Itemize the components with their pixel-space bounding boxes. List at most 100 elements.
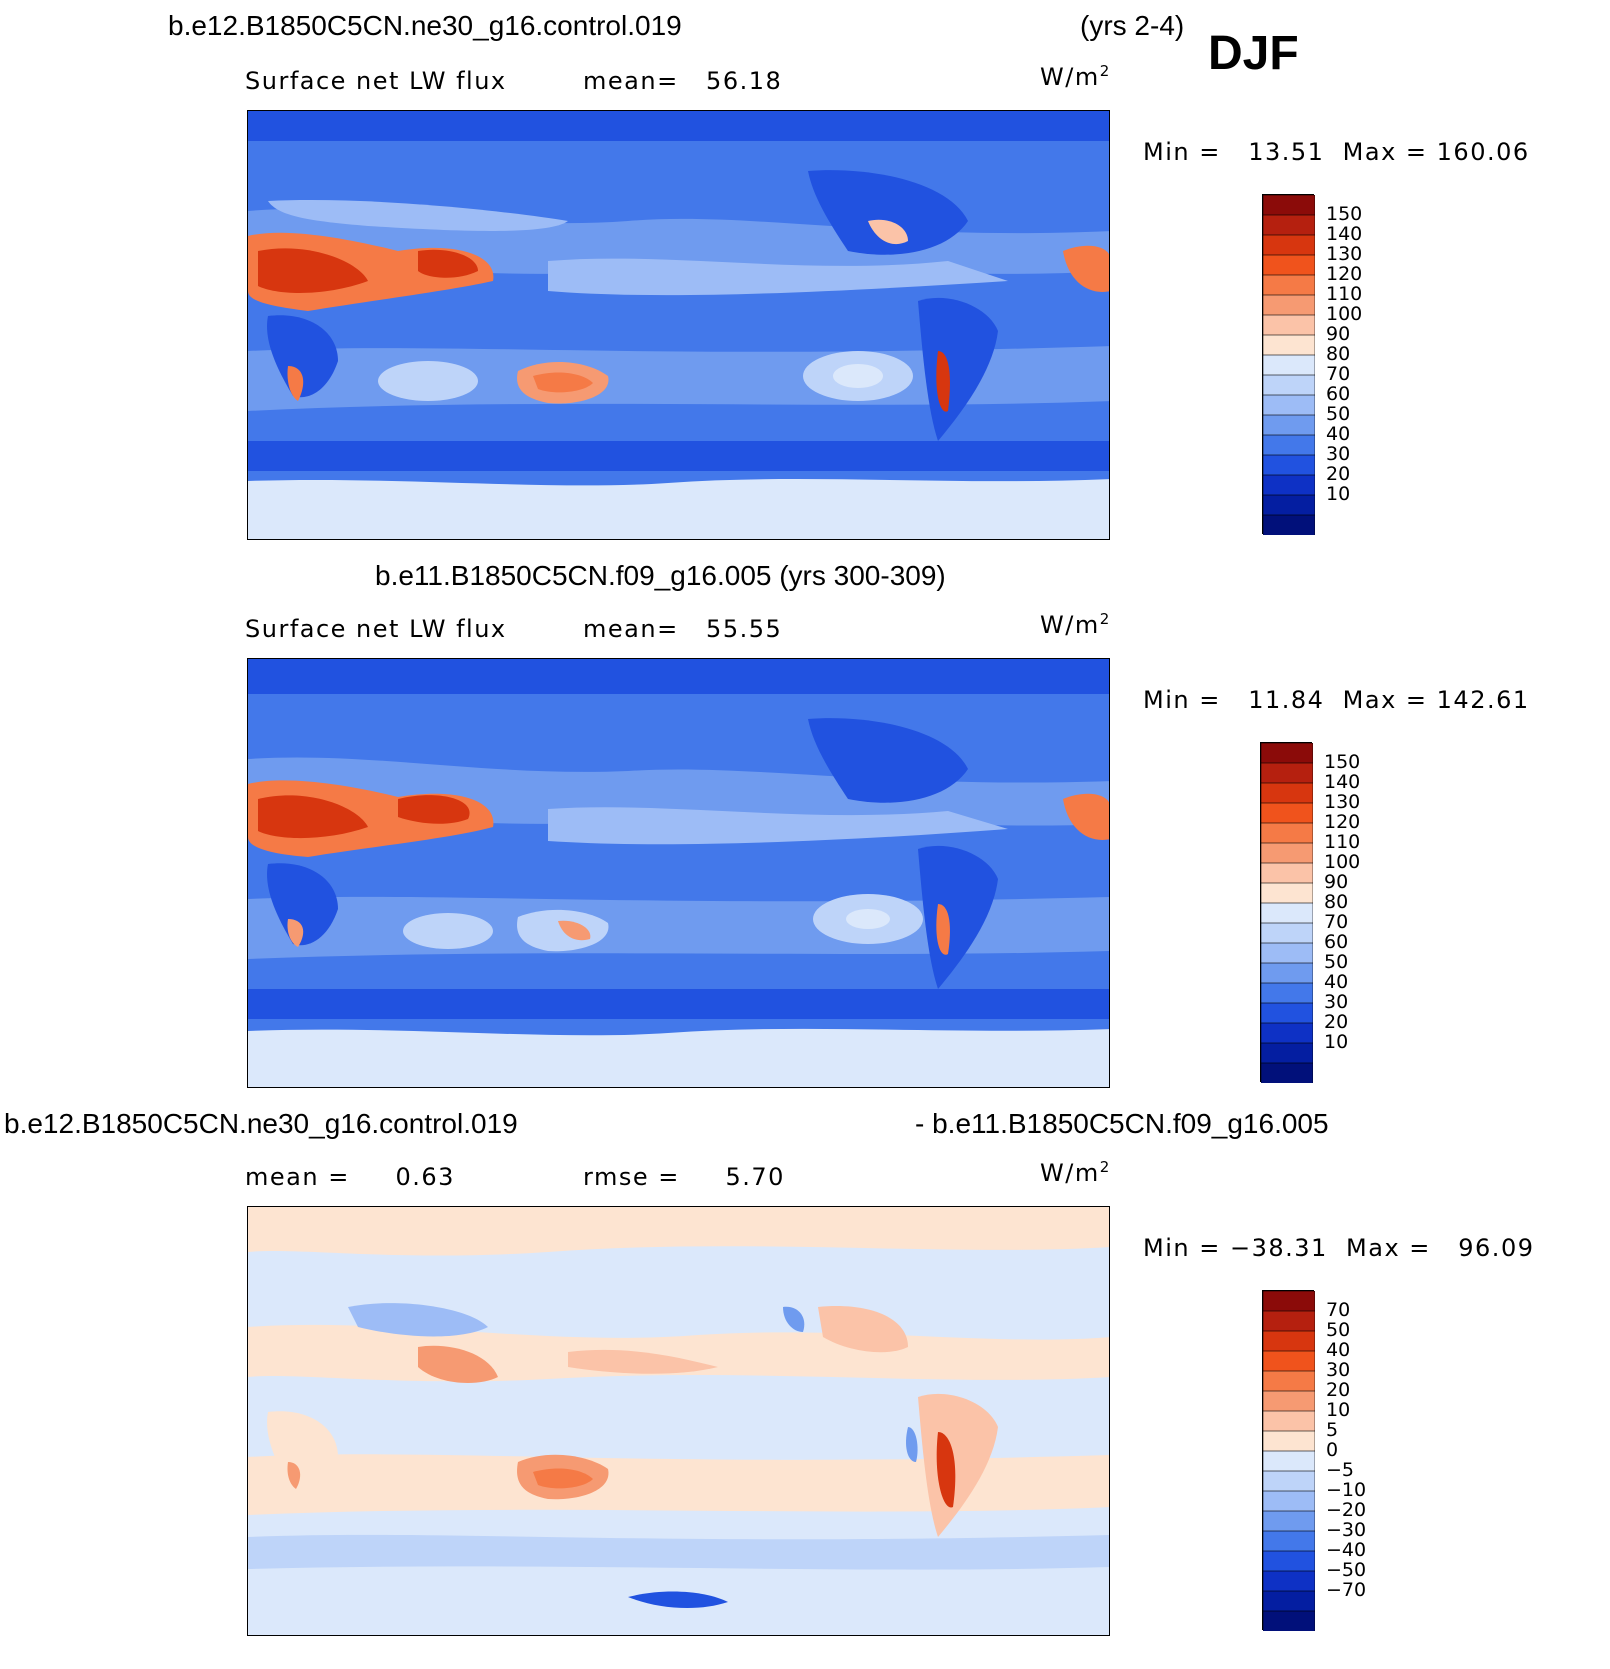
colorbar-tick-label: 120 xyxy=(1324,811,1361,833)
colorbar-swatch xyxy=(1262,274,1316,296)
colorbar-swatch xyxy=(1262,394,1316,416)
colorbar-tick-label: 110 xyxy=(1326,283,1363,305)
bottom-colorbar: 70 50 40 30 20 10 5 0 −5 −10 −20 −30 −40 −50 −70 xyxy=(1262,1290,1366,1632)
colorbar-swatch xyxy=(1260,882,1314,904)
colorbar-swatch xyxy=(1260,782,1314,804)
colorbar-swatch xyxy=(1260,942,1314,964)
top-colorbar: 150 140 130 120 110 100 90 80 70 60 50 40 30 20 10 xyxy=(1262,194,1362,536)
colorbar-swatch xyxy=(1260,1062,1314,1084)
colorbar-tick-label: 150 xyxy=(1324,751,1361,773)
colorbar-swatch xyxy=(1262,1430,1316,1452)
top-panel-title-left: b.e12.B1850C5CN.ne30_g16.control.019 xyxy=(168,10,682,41)
colorbar-tick-label: 5 xyxy=(1326,1419,1339,1441)
bottom-panel-units: W/m2 xyxy=(1040,1158,1111,1187)
colorbar-tick-label: 150 xyxy=(1326,203,1363,225)
middle-panel-title: b.e11.B1850C5CN.f09_g16.005 (yrs 300-309… xyxy=(375,560,946,591)
colorbar-swatch xyxy=(1260,922,1314,944)
bottom-panel-rmse: rmse = 5.70 xyxy=(583,1163,785,1191)
colorbar-swatch xyxy=(1260,1002,1314,1024)
colorbar-tick-label: −30 xyxy=(1326,1519,1367,1541)
colorbar-swatch xyxy=(1262,454,1316,476)
colorbar-swatch xyxy=(1262,434,1316,456)
colorbar-swatch xyxy=(1262,1510,1316,1532)
colorbar-swatch xyxy=(1262,1350,1316,1372)
colorbar-tick-label: 0 xyxy=(1326,1439,1339,1461)
colorbar-swatch xyxy=(1260,862,1314,884)
top-colorbar-box xyxy=(1262,194,1316,536)
colorbar-tick-label: 120 xyxy=(1326,263,1363,285)
colorbar-swatch xyxy=(1260,742,1314,764)
colorbar-tick-label: 40 xyxy=(1324,971,1349,993)
bottom-map xyxy=(247,1206,1110,1636)
colorbar-swatch xyxy=(1262,254,1316,276)
colorbar-tick-label: 20 xyxy=(1326,463,1351,485)
middle-colorbar-swatches xyxy=(1260,742,1314,1084)
top-panel-min-max: Min = 13.51 Max = 160.06 xyxy=(1143,138,1530,166)
colorbar-swatch xyxy=(1262,474,1316,496)
colorbar-swatch xyxy=(1262,514,1316,536)
colorbar-tick-label: 20 xyxy=(1324,1011,1349,1033)
bottom-panel-title-left: b.e12.B1850C5CN.ne30_g16.control.019 xyxy=(4,1108,518,1139)
colorbar-tick-label: 70 xyxy=(1326,363,1351,385)
colorbar-swatch xyxy=(1262,234,1316,256)
middle-panel-variable: Surface net LW flux xyxy=(245,615,507,643)
colorbar-tick-label: 100 xyxy=(1326,303,1363,325)
colorbar-swatch xyxy=(1262,1490,1316,1512)
colorbar-tick-label: −20 xyxy=(1326,1499,1367,1521)
colorbar-swatch xyxy=(1262,1470,1316,1492)
middle-panel-units: W/m2 xyxy=(1040,610,1111,639)
colorbar-tick-label: 30 xyxy=(1326,1359,1351,1381)
colorbar-tick-label: 10 xyxy=(1324,1031,1349,1053)
colorbar-swatch xyxy=(1262,194,1316,216)
colorbar-swatch xyxy=(1262,314,1316,336)
colorbar-swatch xyxy=(1262,334,1316,356)
colorbar-tick-label: 100 xyxy=(1324,851,1361,873)
top-panel-units: W/m2 xyxy=(1040,62,1111,91)
colorbar-swatch xyxy=(1260,1022,1314,1044)
colorbar-swatch xyxy=(1260,802,1314,824)
bottom-panel-mean: mean = 0.63 xyxy=(245,1163,455,1191)
colorbar-tick-label: 30 xyxy=(1324,991,1349,1013)
colorbar-tick-label: 130 xyxy=(1326,243,1363,265)
colorbar-tick-label: 50 xyxy=(1326,403,1351,425)
colorbar-swatch xyxy=(1262,294,1316,316)
middle-panel-min-max: Min = 11.84 Max = 142.61 xyxy=(1143,686,1530,714)
colorbar-swatch xyxy=(1262,1290,1316,1312)
colorbar-tick-label: 60 xyxy=(1324,931,1349,953)
colorbar-tick-label: 30 xyxy=(1326,443,1351,465)
colorbar-tick-label: 20 xyxy=(1326,1379,1351,1401)
top-panel-mean: mean= 56.18 xyxy=(583,67,783,95)
colorbar-tick-label: 140 xyxy=(1324,771,1361,793)
colorbar-swatch xyxy=(1262,1330,1316,1352)
colorbar-tick-label: 80 xyxy=(1326,343,1351,365)
colorbar-swatch xyxy=(1262,1450,1316,1472)
colorbar-swatch xyxy=(1260,1042,1314,1064)
colorbar-tick-label: −40 xyxy=(1326,1539,1367,1561)
top-colorbar-swatches xyxy=(1262,194,1316,536)
colorbar-swatch xyxy=(1260,822,1314,844)
top-panel-title-right: (yrs 2-4) xyxy=(1080,10,1185,41)
colorbar-swatch xyxy=(1262,1530,1316,1552)
bottom-map-svg xyxy=(248,1207,1109,1635)
bottom-colorbar-swatches xyxy=(1262,1290,1316,1632)
top-panel-variable: Surface net LW flux xyxy=(245,67,507,95)
colorbar-tick-label: 140 xyxy=(1326,223,1363,245)
colorbar-tick-label: 40 xyxy=(1326,1339,1351,1361)
colorbar-tick-label: 90 xyxy=(1324,871,1349,893)
middle-colorbar-box xyxy=(1260,742,1314,1084)
colorbar-tick-label: 10 xyxy=(1326,1399,1351,1421)
colorbar-swatch xyxy=(1262,1570,1316,1592)
colorbar-tick-label: −5 xyxy=(1326,1459,1355,1481)
colorbar-tick-label: 70 xyxy=(1326,1299,1351,1321)
middle-colorbar: 150 140 130 120 110 100 90 80 70 60 50 40 30 20 10 xyxy=(1260,742,1360,1084)
top-map xyxy=(247,110,1110,540)
colorbar-tick-label: 60 xyxy=(1326,383,1351,405)
bottom-panel-min-max: Min = −38.31 Max = 96.09 xyxy=(1143,1234,1535,1262)
colorbar-tick-label: −70 xyxy=(1326,1579,1367,1601)
colorbar-tick-label: 50 xyxy=(1324,951,1349,973)
middle-map-svg xyxy=(248,659,1109,1087)
colorbar-swatch xyxy=(1262,1370,1316,1392)
colorbar-tick-label: 70 xyxy=(1324,911,1349,933)
colorbar-tick-label: 130 xyxy=(1324,791,1361,813)
colorbar-tick-label: 40 xyxy=(1326,423,1351,445)
